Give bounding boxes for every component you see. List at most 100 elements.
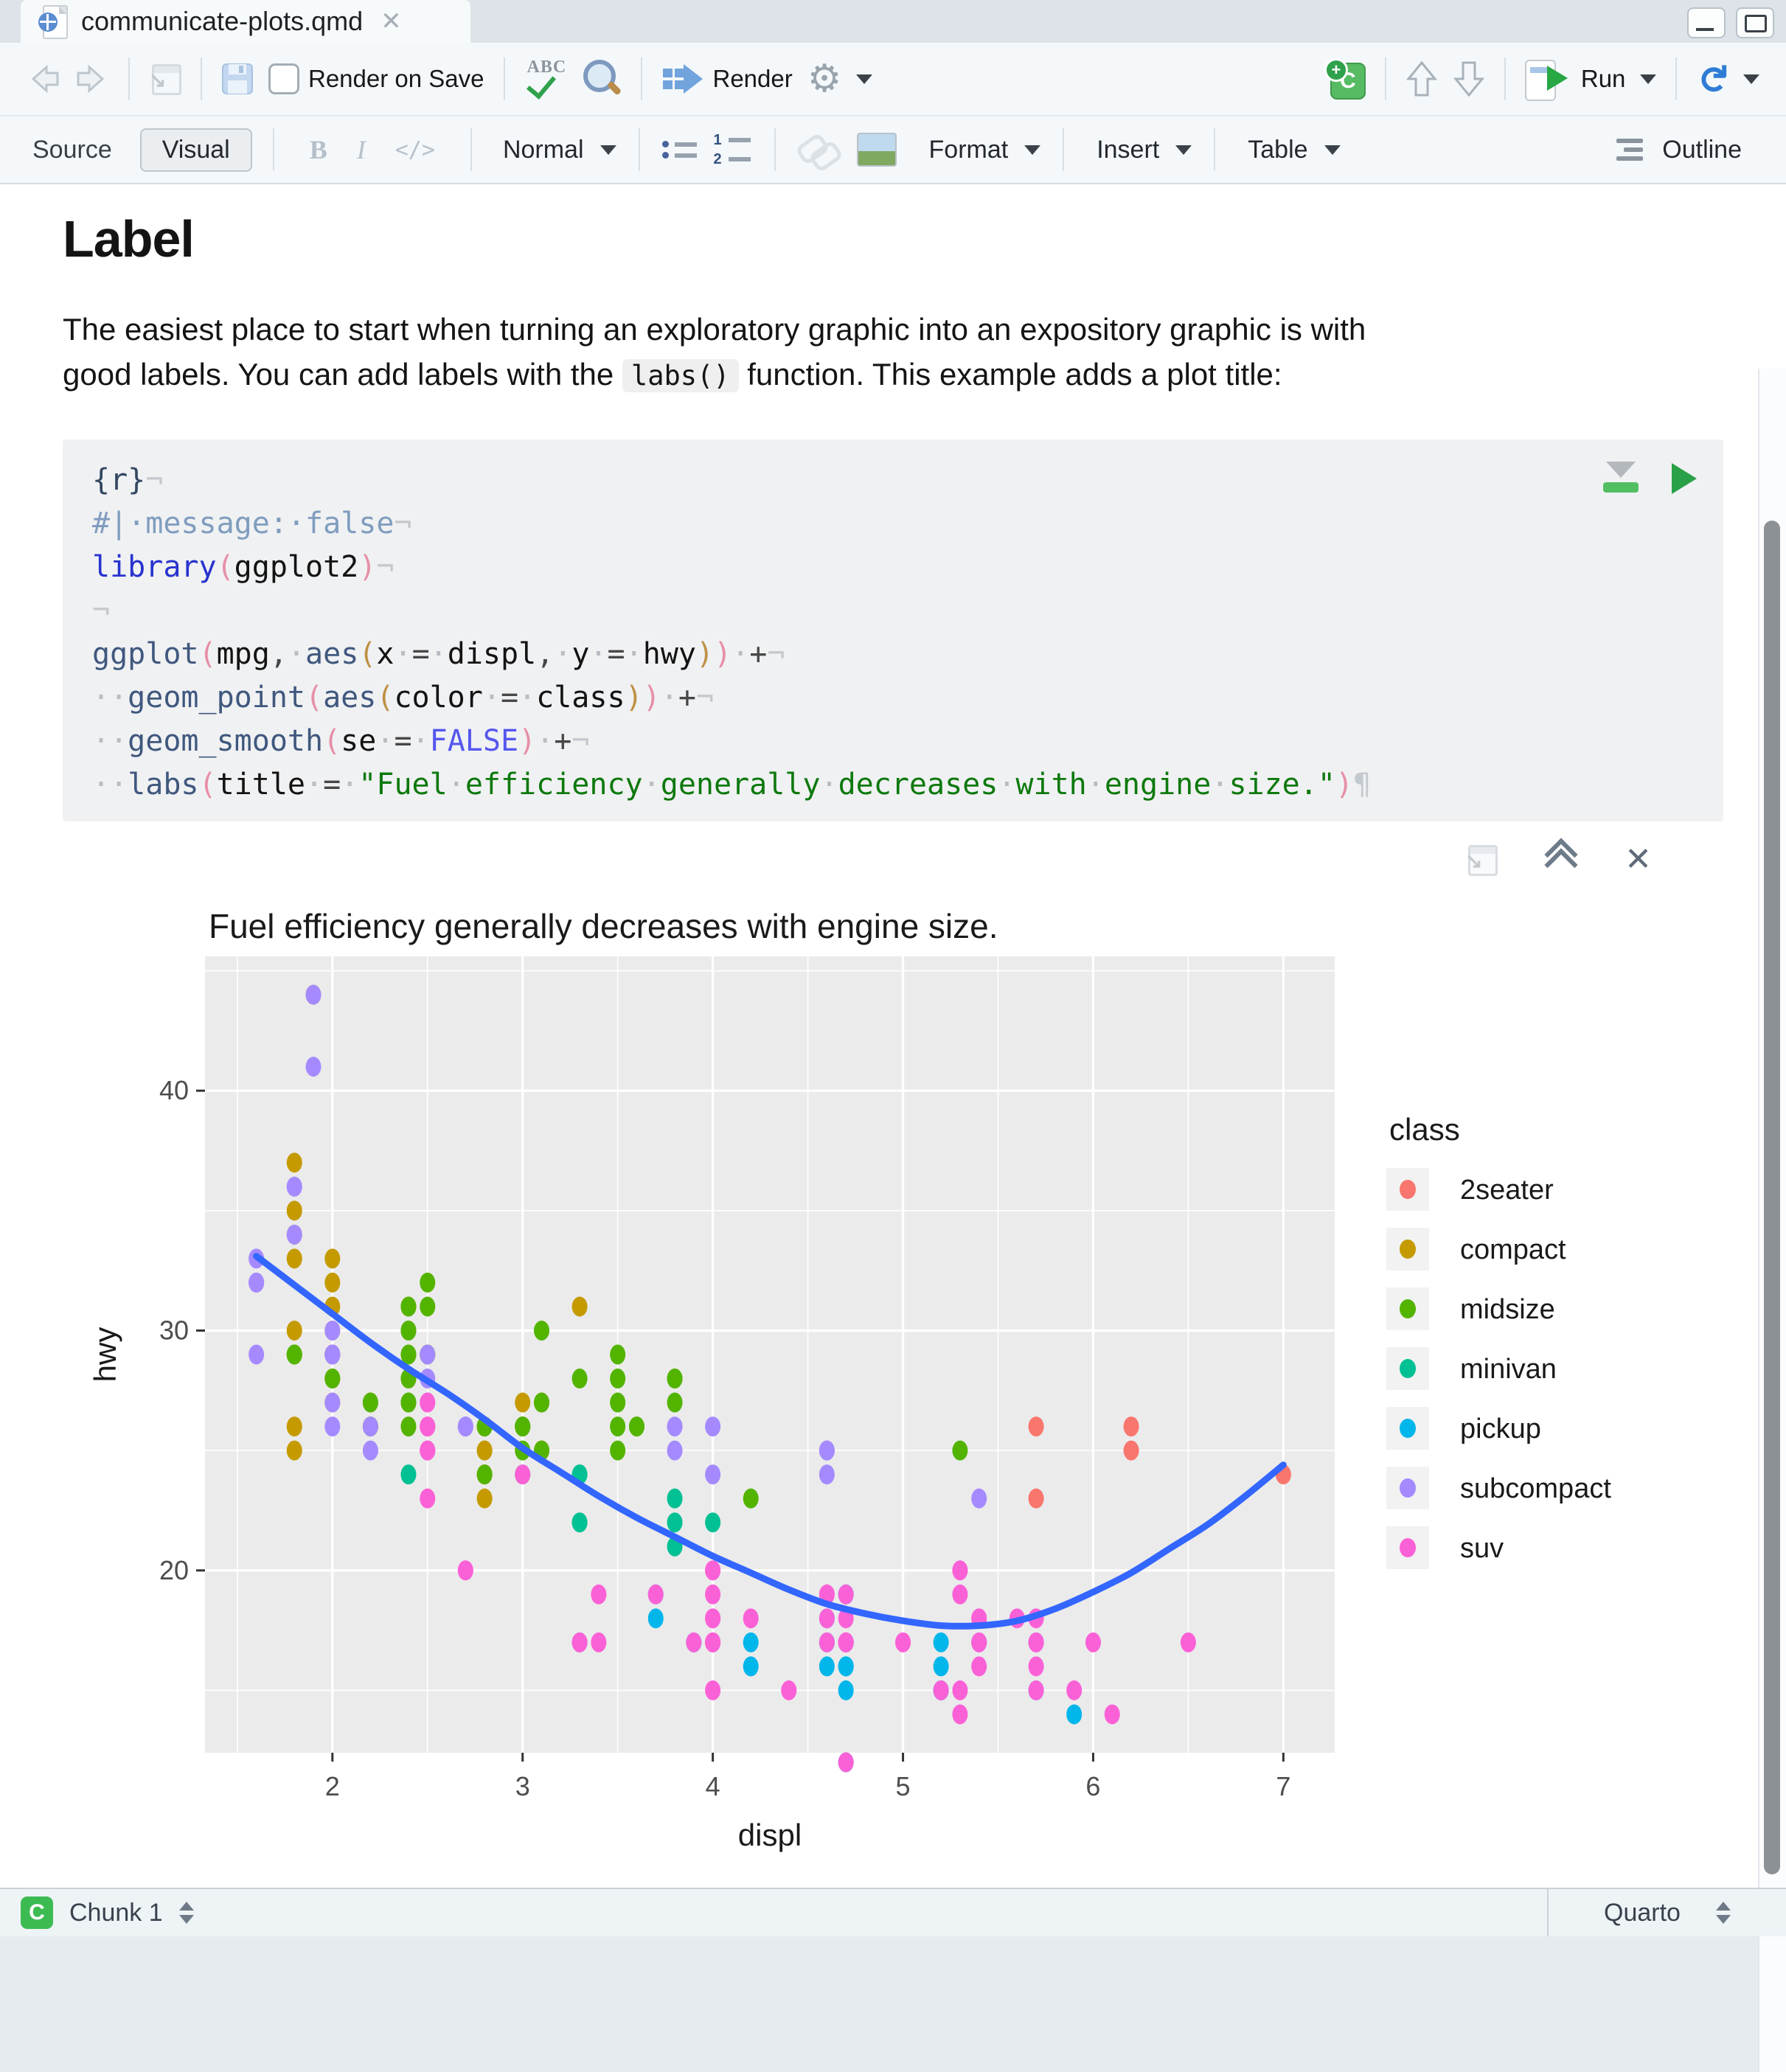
numbered-list-button[interactable]: 1 2 <box>714 128 752 171</box>
link-button[interactable] <box>794 132 844 173</box>
show-in-new-window-icon[interactable]: ↘ <box>1465 845 1498 876</box>
render-on-save-toggle[interactable]: Render on Save <box>261 63 492 94</box>
document-canvas[interactable]: Label The easiest place to start when tu… <box>0 184 1786 2072</box>
code-token: · <box>305 768 324 802</box>
code-line: ggplot(mpg,·aes(x·=·displ,·y·=·hwy))·+¬ <box>92 633 1723 676</box>
code-token: + <box>678 681 696 715</box>
code-chunk-code[interactable]: {r}¬ #|·message:·false¬ library(ggplot2)¬ ¬… <box>92 459 1723 807</box>
source-document-button[interactable]: ↻ <box>1689 60 1767 98</box>
save-icon <box>222 63 253 94</box>
code-token: + <box>554 724 572 758</box>
plot-point <box>324 1320 341 1341</box>
code-token: ) <box>714 637 732 671</box>
open-in-window-button[interactable]: ↘ <box>142 64 189 95</box>
back-button[interactable] <box>19 63 68 94</box>
chevron-down-icon <box>1024 145 1041 155</box>
tab-close-icon[interactable]: ✕ <box>381 7 402 35</box>
code-chunk[interactable]: {r}¬ #|·message:·false¬ library(ggplot2)¬ ¬… <box>63 439 1723 821</box>
code-token: · <box>625 637 643 671</box>
go-previous-section-button[interactable] <box>1398 60 1445 98</box>
collapse-output-icon[interactable] <box>1544 838 1578 882</box>
legend-label: compact <box>1460 1234 1566 1265</box>
plot-point <box>1104 1704 1120 1725</box>
code-token: aes <box>323 681 377 715</box>
code-token: ggplot <box>92 637 199 671</box>
forward-button[interactable] <box>68 63 117 94</box>
visual-mode-button[interactable]: Visual <box>139 128 252 172</box>
italic-button[interactable]: I <box>356 135 366 164</box>
run-button[interactable]: Run <box>1518 60 1664 101</box>
document-mode-selector[interactable]: Quarto <box>1547 1889 1786 1936</box>
inline-code: labs() <box>622 359 739 392</box>
plot-point <box>400 1416 417 1437</box>
code-token: ¬ <box>376 550 395 584</box>
plot-point <box>819 1440 835 1461</box>
editor-tab[interactable]: communicate-plots.qmd ✕ <box>21 0 470 43</box>
legend-label: 2seater <box>1460 1175 1554 1206</box>
chevron-down-icon <box>1175 145 1192 155</box>
scrollbar-thumb[interactable] <box>1764 521 1780 1874</box>
go-next-section-button[interactable] <box>1445 60 1493 98</box>
visual-editor-toolbar: Source Visual B I </> Normal 1 2 Format … <box>0 117 1786 184</box>
plot-point <box>515 1464 531 1485</box>
code-token: geom_smooth <box>128 724 324 758</box>
plot-point <box>324 1392 341 1413</box>
chart-title: Fuel efficiency generally decreases with… <box>209 907 998 945</box>
minimize-button[interactable] <box>1687 7 1726 38</box>
bullet-list-button[interactable] <box>661 136 701 163</box>
code-token: ( <box>376 681 395 715</box>
plot-point <box>743 1488 759 1509</box>
find-button[interactable] <box>574 58 629 100</box>
editor-tab-bar: communicate-plots.qmd ✕ <box>0 0 1786 43</box>
run-chunk-icon[interactable] <box>1672 463 1697 494</box>
chunk-navigator-arrows-icon[interactable] <box>178 1902 194 1924</box>
spellcheck-icon: ABC <box>524 58 567 100</box>
clear-output-icon[interactable]: ✕ <box>1625 841 1652 877</box>
code-format-button[interactable]: </> <box>395 136 435 163</box>
plot-point <box>324 1272 341 1293</box>
source-sync-icon: ↻ <box>1691 63 1734 95</box>
spellcheck-button[interactable]: ABC <box>517 58 574 100</box>
legend-point <box>1400 1240 1416 1259</box>
vertical-scrollbar[interactable] <box>1758 369 1786 2072</box>
code-line: ¬ <box>92 589 1723 633</box>
chunk-navigator[interactable]: Chunk 1 <box>69 1898 163 1927</box>
insert-chunk-icon: C + <box>1324 58 1366 100</box>
render-on-save-checkbox[interactable] <box>268 63 299 94</box>
render-button[interactable]: Render <box>654 61 800 97</box>
paragraph-style-dropdown[interactable]: Normal <box>502 135 584 164</box>
bold-button[interactable]: B <box>309 135 327 164</box>
plot-point <box>420 1416 436 1437</box>
insert-menu[interactable]: Insert <box>1097 135 1160 164</box>
code-token: ) <box>1335 768 1354 802</box>
format-menu[interactable]: Format <box>928 135 1009 164</box>
page-title: Label <box>63 210 195 268</box>
plot-point <box>705 1560 721 1581</box>
insert-chunk-button[interactable]: C + <box>1317 58 1373 100</box>
quarto-document-icon <box>38 4 68 39</box>
render-options-button[interactable]: ⚙ <box>800 60 880 98</box>
code-token: ) <box>695 637 715 671</box>
plot-point <box>286 1153 302 1173</box>
x-tick-label: 3 <box>515 1771 530 1801</box>
run-chunks-above-icon[interactable] <box>1602 462 1639 496</box>
image-button[interactable] <box>856 133 897 167</box>
code-line: ··geom_smooth(se·=·FALSE)·+¬ <box>92 720 1723 763</box>
plot-point <box>362 1440 378 1461</box>
code-token: ( <box>216 550 234 584</box>
plot-point <box>952 1680 968 1700</box>
outline-toggle[interactable]: Outline <box>1662 135 1742 164</box>
code-token: + <box>749 637 768 671</box>
plot-point <box>933 1632 949 1652</box>
plot-point <box>476 1464 493 1485</box>
plot-point <box>667 1488 683 1509</box>
plot-point <box>971 1632 987 1652</box>
plot-point <box>420 1344 436 1365</box>
save-button[interactable] <box>214 63 261 95</box>
back-arrow-icon <box>31 64 59 94</box>
maximize-button[interactable] <box>1736 7 1774 38</box>
plot-point <box>743 1608 759 1629</box>
table-menu[interactable]: Table <box>1248 135 1308 164</box>
source-mode-button[interactable]: Source <box>32 135 112 164</box>
plot-point <box>476 1488 493 1509</box>
